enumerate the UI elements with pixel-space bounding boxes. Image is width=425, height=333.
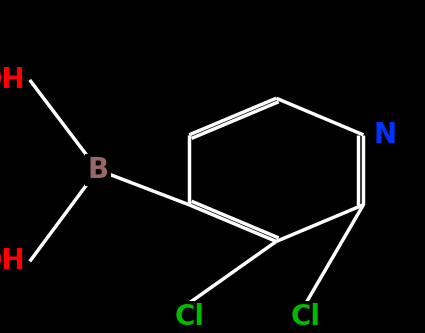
Text: OH: OH	[0, 247, 26, 275]
Text: OH: OH	[0, 66, 26, 94]
Text: N: N	[374, 121, 397, 149]
Text: B: B	[87, 156, 108, 184]
Text: Cl: Cl	[174, 303, 204, 331]
Text: Cl: Cl	[291, 303, 321, 331]
